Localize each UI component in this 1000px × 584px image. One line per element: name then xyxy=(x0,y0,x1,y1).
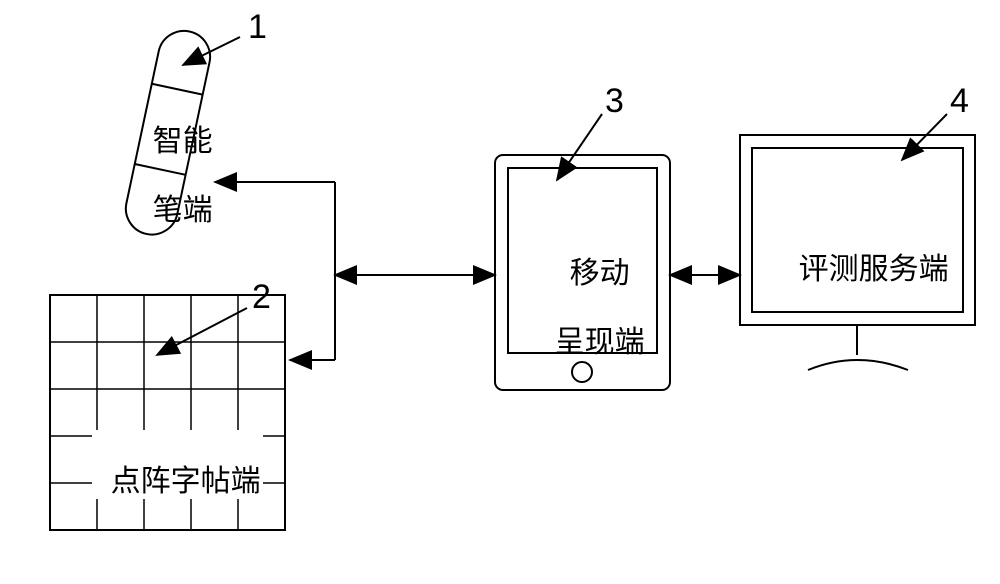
node-server-label: 评测服务端 xyxy=(782,218,949,287)
node-grid-label: 点阵字帖端 xyxy=(92,430,263,499)
callout-1: 1 xyxy=(248,8,267,47)
node-mobile-label: 移动 呈现端 xyxy=(538,222,645,360)
edges xyxy=(215,182,740,360)
callout-2: 2 xyxy=(252,278,271,317)
callout-3: 3 xyxy=(605,82,624,121)
callout-4: 4 xyxy=(950,82,969,121)
node-pen-label: 智能 笔端 xyxy=(136,90,213,228)
